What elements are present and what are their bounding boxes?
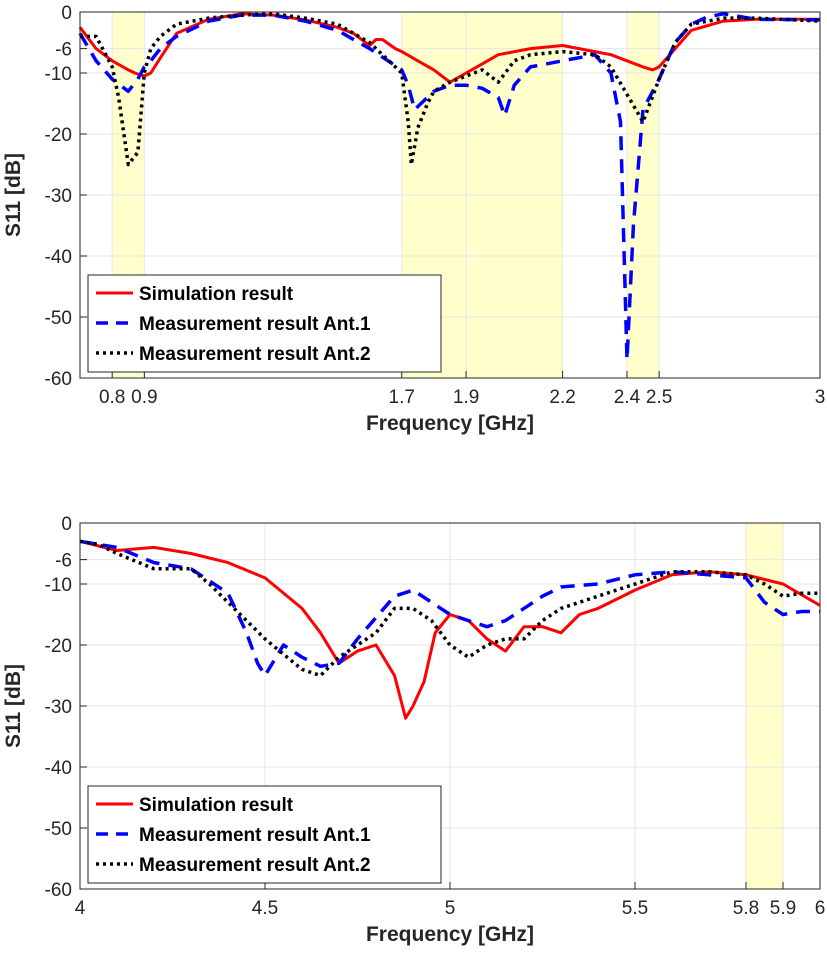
legend-label-2: Measurement result Ant.1 bbox=[139, 314, 371, 335]
series-line-1 bbox=[79, 539, 821, 720]
x-tick-label: 2.5 bbox=[646, 387, 672, 408]
x-tick-label: 5.5 bbox=[622, 898, 648, 919]
y-axis-title: S11 [dB] bbox=[2, 664, 25, 748]
y-tick-label: -40 bbox=[45, 247, 72, 268]
y-tick-label: -50 bbox=[45, 308, 72, 329]
y-tick-label: 0 bbox=[61, 3, 72, 24]
x-tick-label: 2.4 bbox=[614, 387, 641, 408]
x-axis-title: Frequency [GHz] bbox=[366, 412, 534, 435]
x-tick-label: 0.9 bbox=[131, 387, 157, 408]
y-tick-label: -10 bbox=[45, 575, 72, 596]
x-axis-title: Frequency [GHz] bbox=[366, 923, 534, 946]
x-tick-label: 5.8 bbox=[733, 898, 759, 919]
legend-label-1: Simulation result bbox=[139, 795, 294, 816]
y-tick-label: -6 bbox=[55, 40, 72, 61]
y-tick-label: -40 bbox=[45, 758, 72, 779]
y-tick-label: -6 bbox=[55, 551, 72, 572]
x-tick-label: 3 bbox=[815, 387, 826, 408]
top-chart: 0.8 0.9 1.7 1.9 2.2 2.4 2.5 3 0 -6 -10 -20 -30 -40 -50… bbox=[2, 3, 826, 435]
bottom-chart: 4 4.5 5 5.5 5.8 5.9 6 0 -6 -10 -20 -30 -40 -50 -60 Freq… bbox=[2, 514, 826, 946]
x-tick-label: 2.2 bbox=[549, 387, 575, 408]
legend-label-2: Measurement result Ant.1 bbox=[139, 825, 371, 846]
y-tick-label: -30 bbox=[45, 697, 72, 718]
y-tick-label: 0 bbox=[61, 514, 72, 535]
legend-box bbox=[87, 274, 442, 373]
x-tick-label: 4.5 bbox=[252, 898, 278, 919]
series-line-1 bbox=[78, 12, 820, 84]
y-tick-label: -60 bbox=[45, 880, 72, 901]
y-tick-label: -20 bbox=[45, 125, 72, 146]
series-line-3 bbox=[80, 12, 821, 167]
y-tick-label: -50 bbox=[45, 819, 72, 840]
x-tick-label: 0.8 bbox=[99, 387, 125, 408]
legend-label-3: Measurement result Ant.2 bbox=[139, 855, 371, 876]
x-tick-label: 4 bbox=[75, 898, 86, 919]
y-tick-label: -20 bbox=[45, 636, 72, 657]
series-line-2 bbox=[79, 539, 820, 678]
x-tick-label: 1.9 bbox=[453, 387, 479, 408]
x-tick-label: 1.7 bbox=[389, 387, 415, 408]
x-tick-label: 5 bbox=[445, 898, 456, 919]
y-tick-label: -60 bbox=[45, 369, 72, 390]
y-tick-label: -30 bbox=[45, 186, 72, 207]
legend-label-1: Simulation result bbox=[139, 284, 294, 305]
x-tick-label: 5.9 bbox=[770, 898, 796, 919]
x-tick-label: 6 bbox=[815, 898, 826, 919]
series-line-3 bbox=[79, 539, 820, 678]
legend-label-3: Measurement result Ant.2 bbox=[139, 344, 371, 365]
legend-box bbox=[87, 785, 442, 884]
y-axis-title: S11 [dB] bbox=[2, 153, 25, 237]
y-tick-label: -10 bbox=[45, 64, 72, 85]
series-line-2 bbox=[78, 12, 821, 362]
